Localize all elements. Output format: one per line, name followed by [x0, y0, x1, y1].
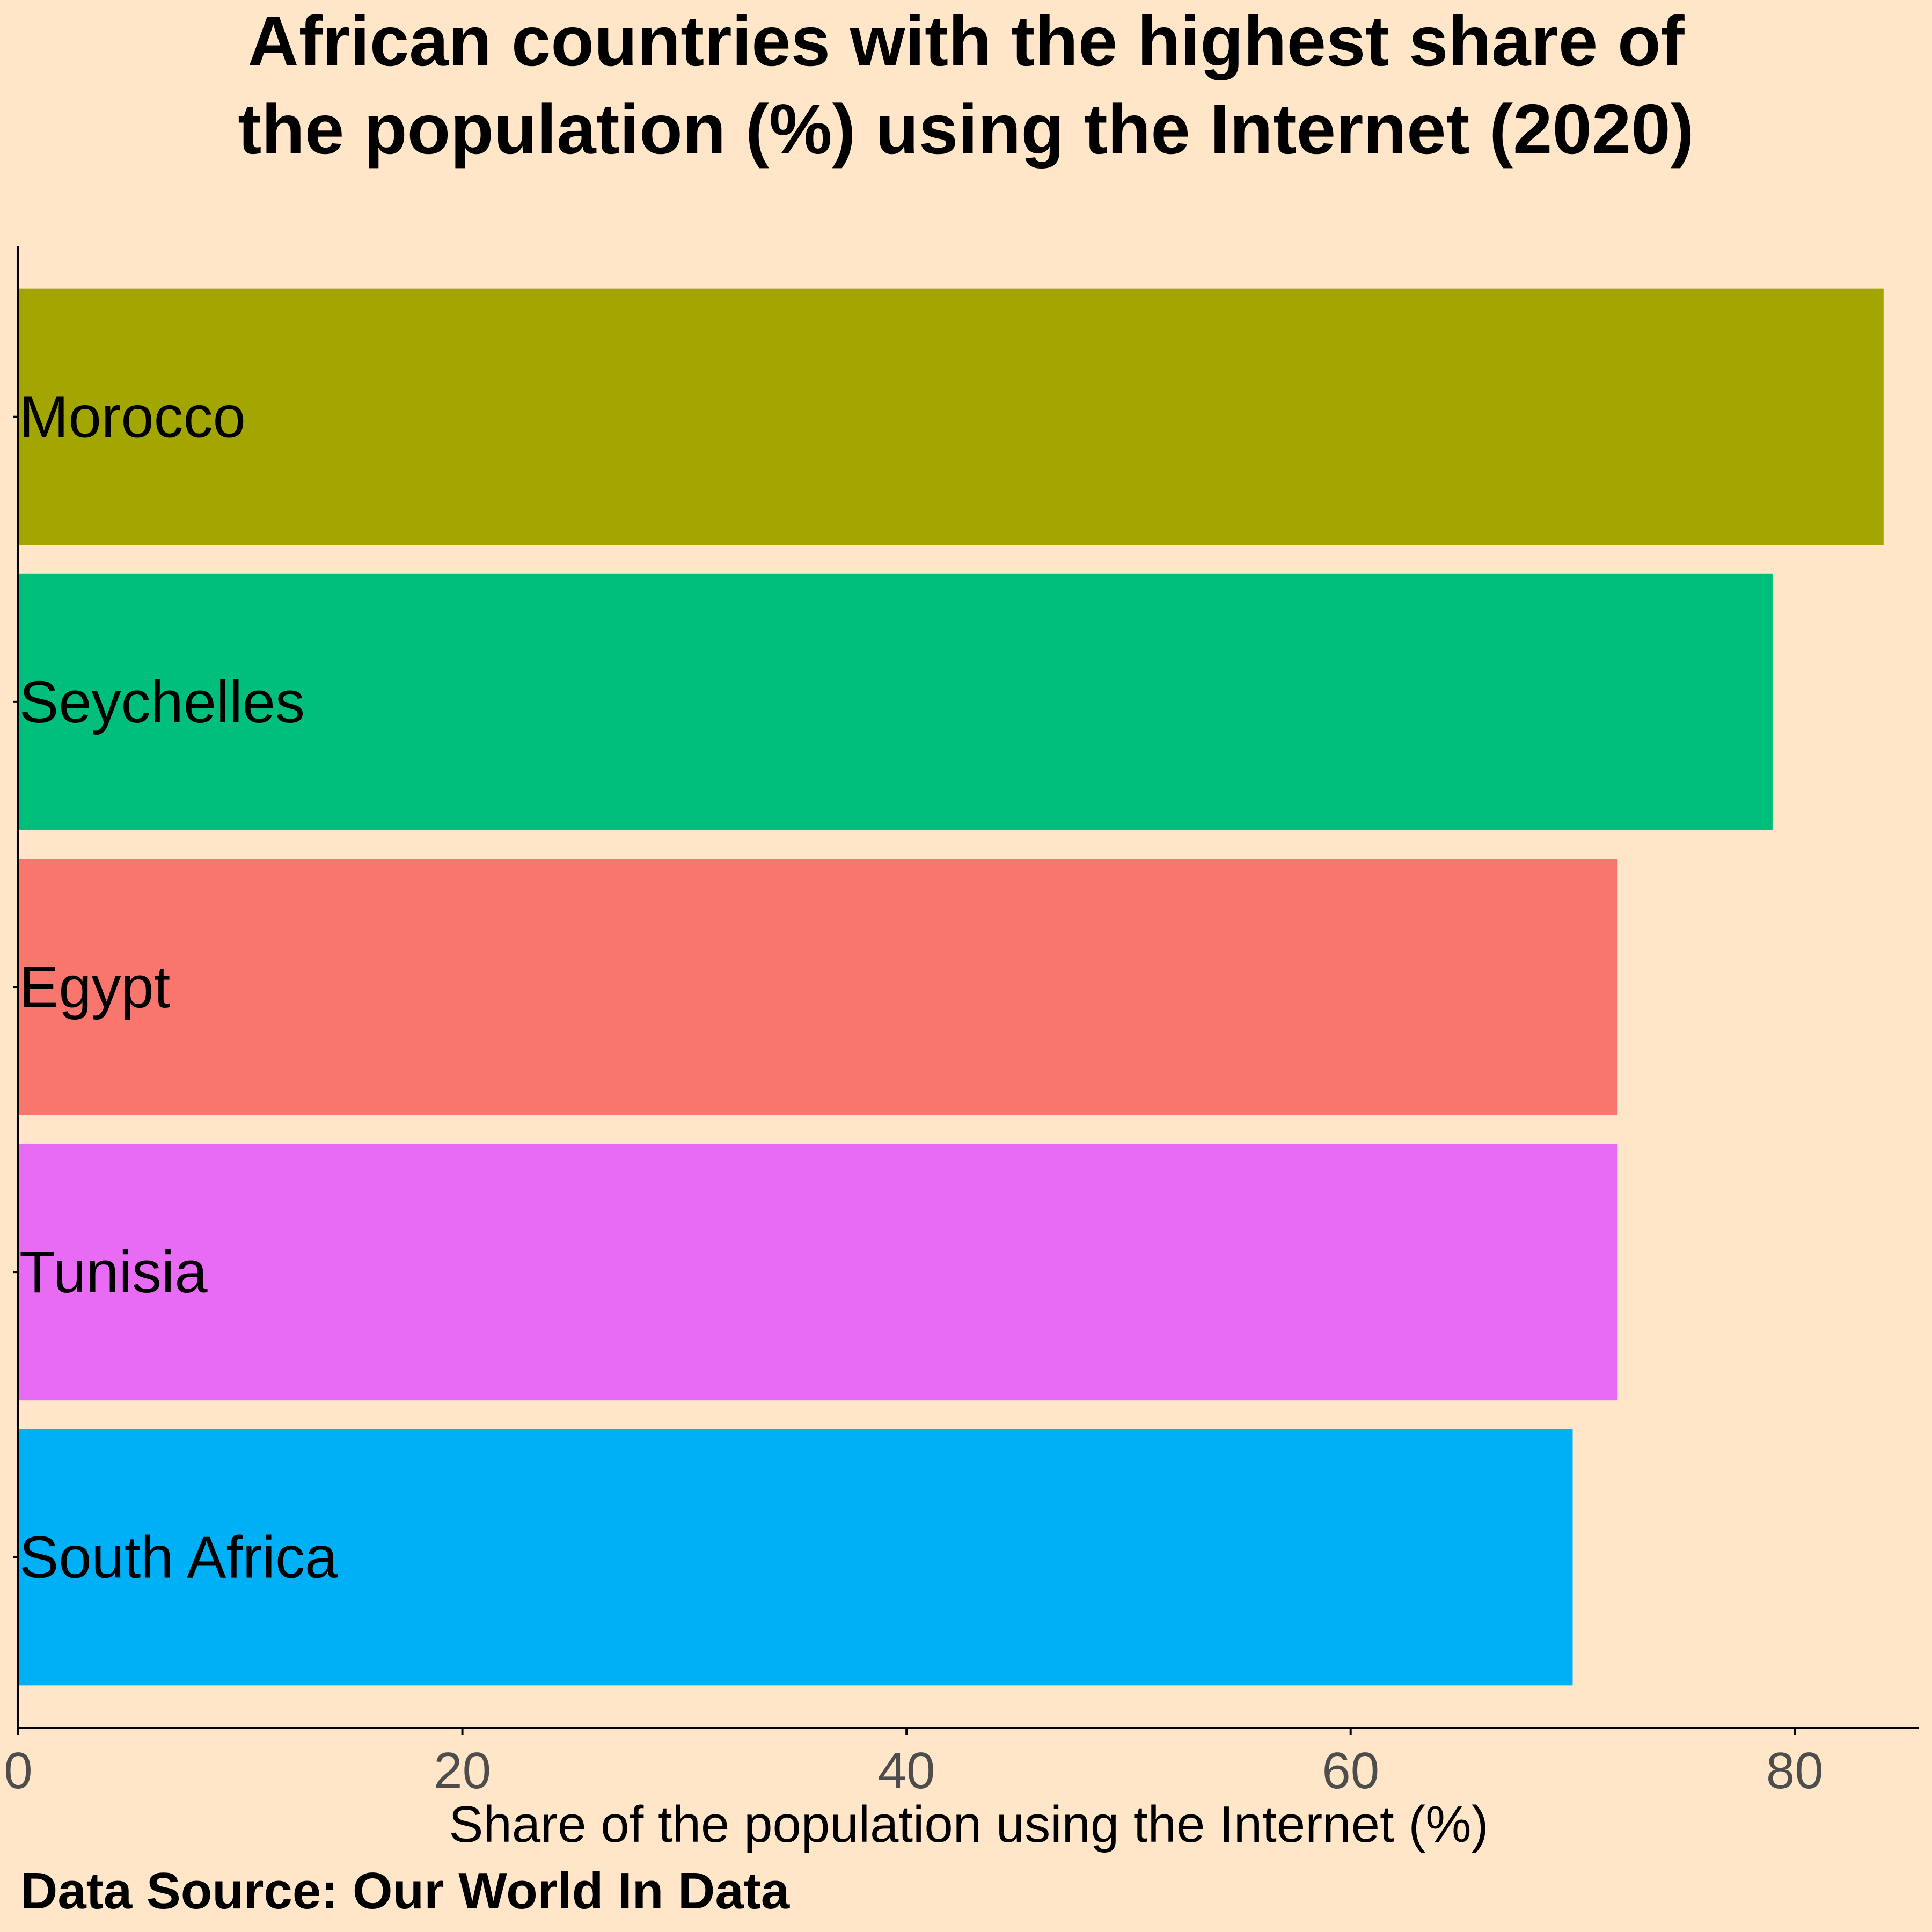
bar-label-south-africa: South Africa: [19, 1524, 338, 1590]
x-tick-label: 40: [878, 1742, 935, 1799]
x-ticks-layer: 0 20 40 60 80: [4, 1728, 1824, 1799]
x-axis-title: Share of the population using the Intern…: [449, 1796, 1488, 1853]
bar-egypt: [18, 858, 1618, 1116]
x-tick-label: 20: [434, 1742, 491, 1799]
bar-label-tunisia: Tunisia: [19, 1239, 208, 1305]
bars-layer: [18, 288, 1884, 1686]
y-ticks-layer: [13, 415, 18, 1558]
bar-tunisia: [18, 1144, 1618, 1401]
bar-morocco: [18, 288, 1884, 545]
bar-south-africa: [18, 1429, 1573, 1686]
data-source-caption: Data Source: Our World In Data: [20, 1862, 790, 1920]
bar-label-morocco: Morocco: [19, 384, 246, 450]
bar-seychelles: [18, 573, 1773, 830]
chart-title-line-1: African countries with the highest share…: [247, 2, 1685, 80]
bar-label-egypt: Egypt: [19, 954, 170, 1020]
bar-labels-layer: Morocco Seychelles Egypt Tunisia South Afric…: [19, 384, 338, 1591]
x-tick-label: 0: [4, 1742, 32, 1799]
x-tick-label: 60: [1322, 1742, 1379, 1799]
x-tick-label: 80: [1766, 1742, 1824, 1799]
bar-label-seychelles: Seychelles: [19, 669, 305, 735]
chart-title-line-2: the population (%) using the Internet (2…: [238, 90, 1694, 169]
